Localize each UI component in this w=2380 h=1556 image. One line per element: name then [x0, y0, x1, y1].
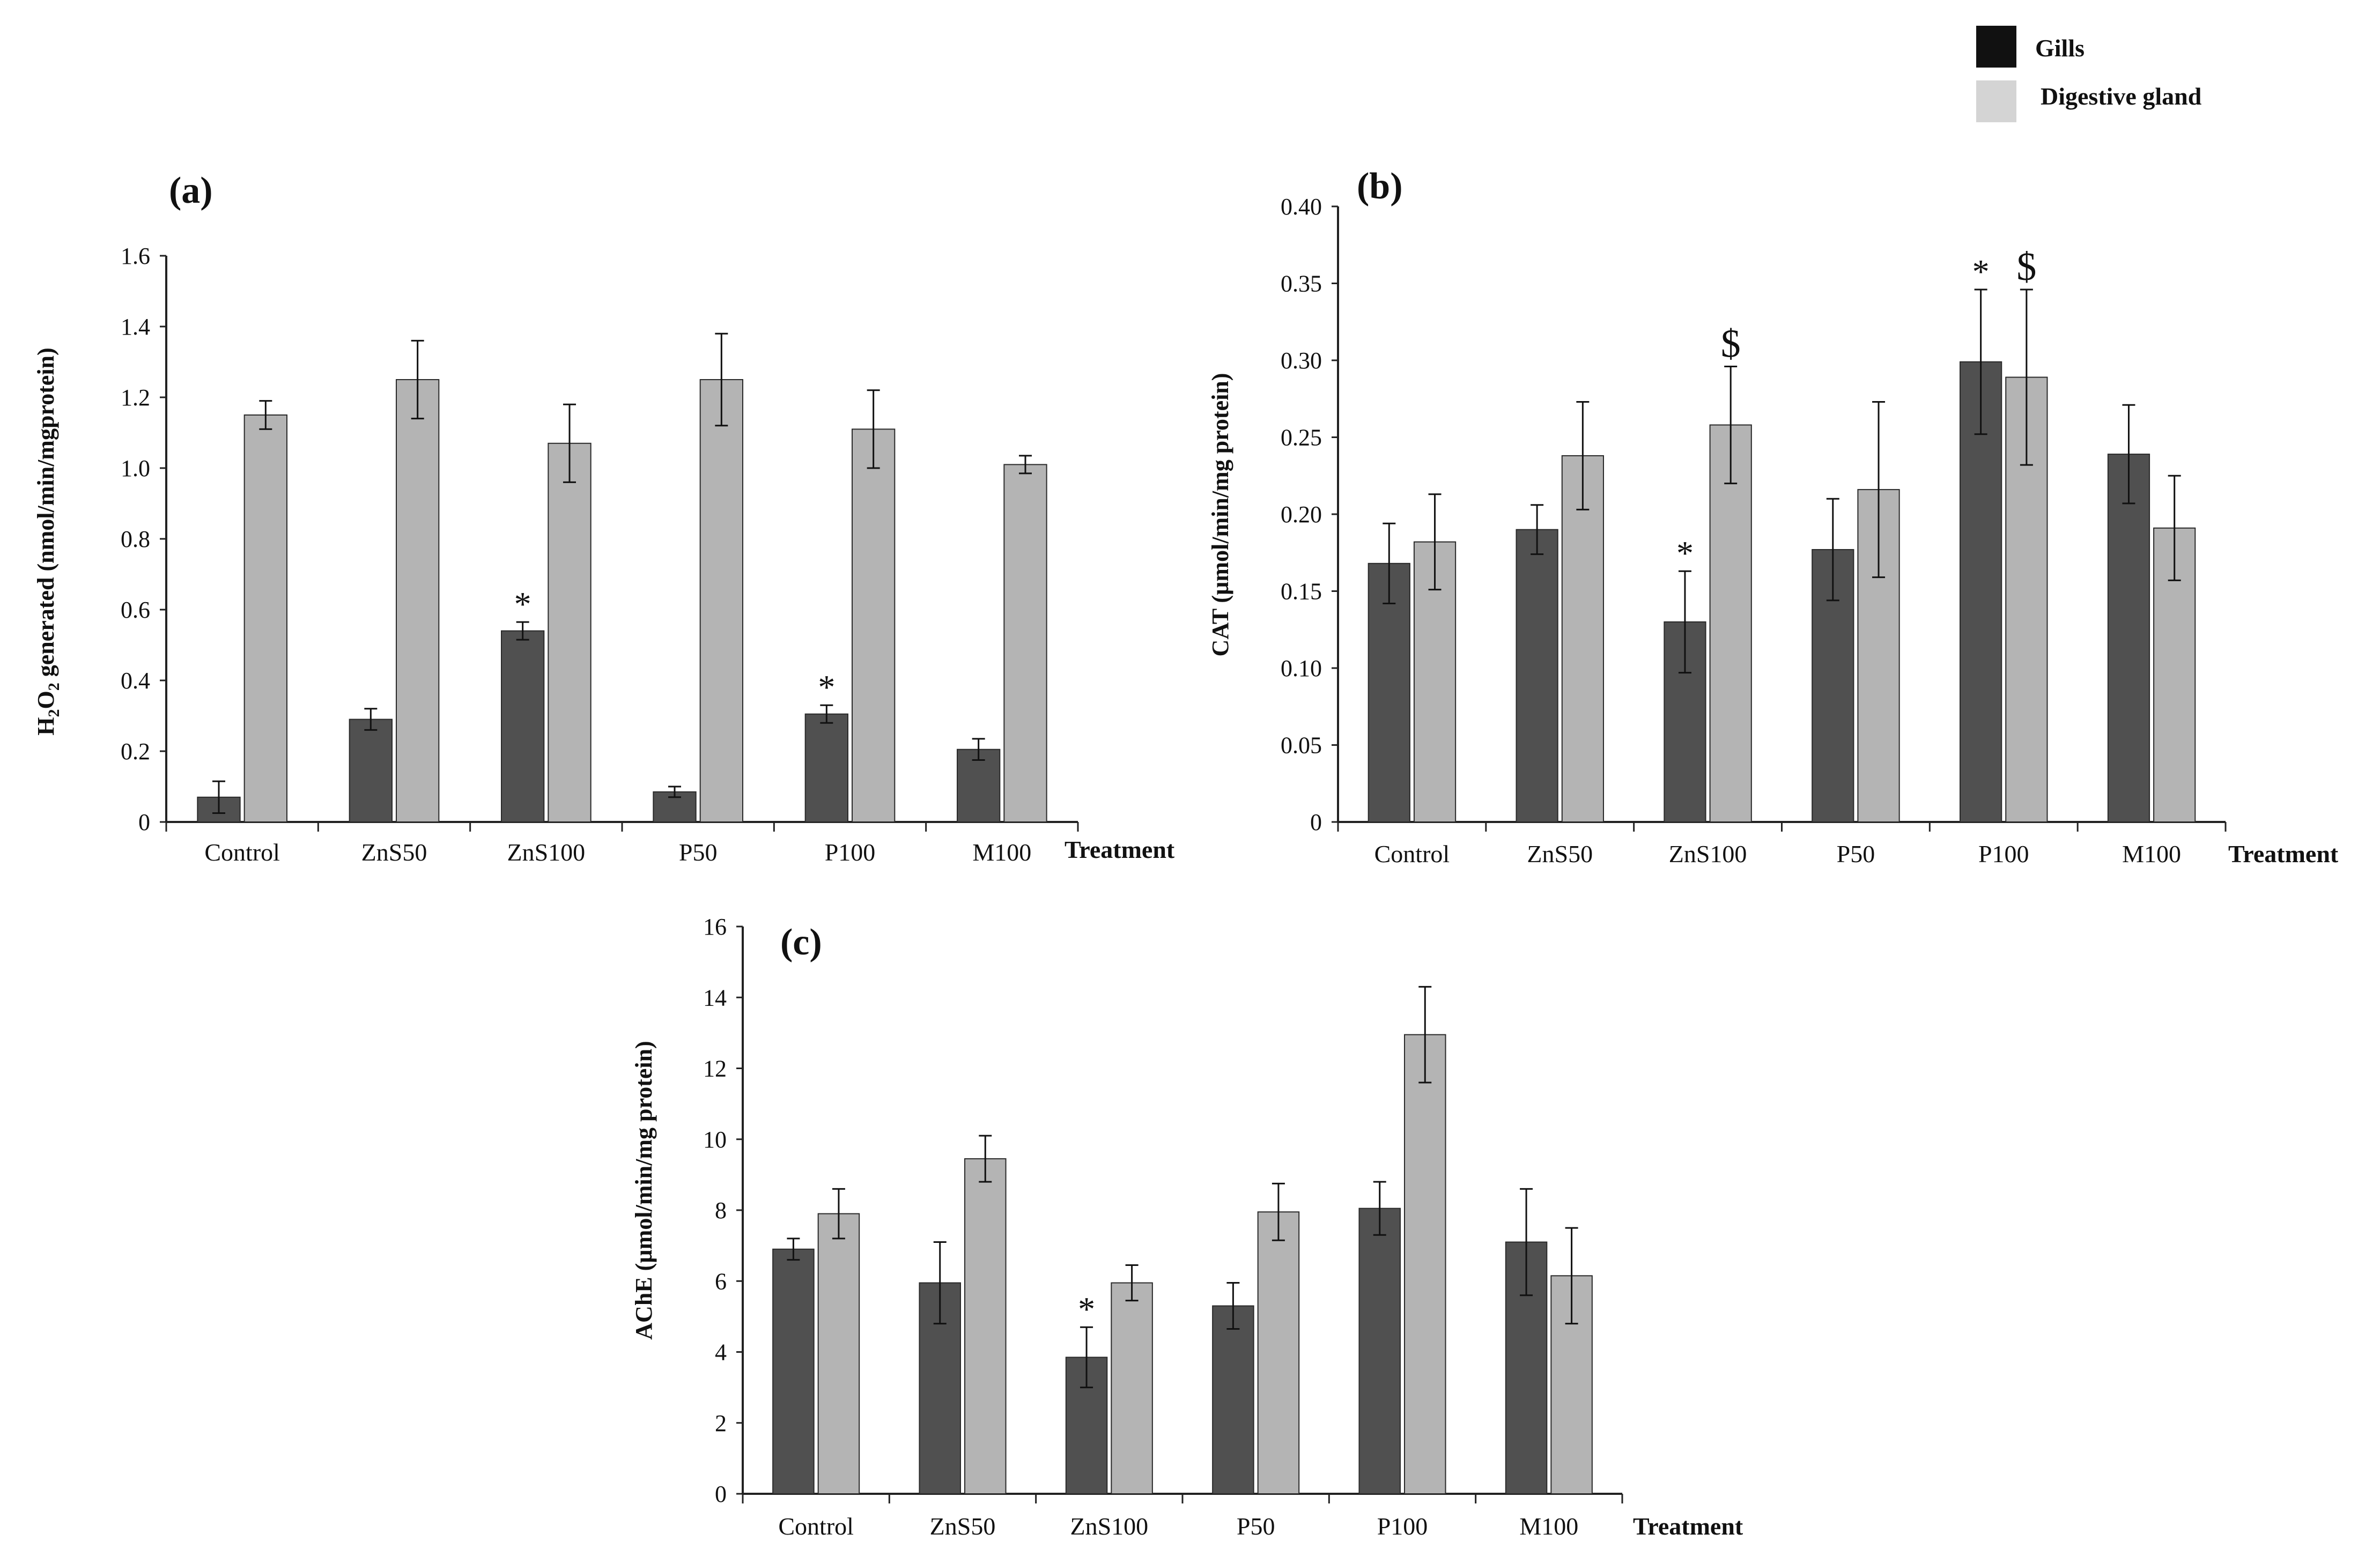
x-tick-label-c: P50 [1237, 1513, 1275, 1540]
bar-digestive-gland-a [852, 428, 896, 823]
y-tick-label-b: 0.05 [1281, 732, 1322, 759]
legend-label-digestive-gland: Digestive gland [2041, 83, 2202, 110]
legend-label-gills: Gills [2035, 34, 2085, 62]
x-tick-label-c: M100 [1519, 1513, 1578, 1540]
y-tick-label-a: 0.6 [121, 597, 150, 623]
x-tick-label-a: P50 [679, 839, 718, 866]
significance-marker-b: * [1972, 253, 1990, 291]
chart-panel-b: (b) CAT (µmol/min/mg protein) Treatment … [1207, 166, 2339, 868]
y-tick-label-c: 12 [703, 1056, 727, 1082]
chart-panel-c: (c) AChE (µmol/min/mg protein) Treatment… [631, 914, 1743, 1540]
y-tick-label-b: 0.15 [1281, 579, 1322, 605]
x-tick-label-a: ZnS50 [361, 839, 427, 866]
significance-marker-b: * [1676, 534, 1694, 572]
y-tick-label-c: 6 [715, 1268, 727, 1294]
bar-digestive-gland-c [1257, 1211, 1300, 1494]
x-tick-label-b: P50 [1837, 840, 1875, 868]
y-tick-label-b: 0.20 [1281, 501, 1322, 528]
x-tick-label-a: P100 [825, 839, 876, 866]
significance-marker-b: $ [1721, 322, 1741, 366]
x-tick-label-b: ZnS50 [1527, 840, 1593, 868]
x-tick-label-c: ZnS50 [930, 1513, 996, 1540]
bar-digestive-gland-b [1709, 424, 1752, 823]
legend-swatch-digestive-gland [1976, 80, 2016, 122]
significance-marker-c: * [1078, 1290, 1095, 1328]
y-tick-label-a: 1.2 [121, 384, 150, 411]
bar-digestive-gland-a [699, 379, 743, 823]
y-tick-label-b: 0.25 [1281, 425, 1322, 451]
bar-digestive-gland-a [1003, 464, 1047, 823]
bar-gills-c [772, 1248, 815, 1495]
y-tick-label-c: 16 [703, 914, 727, 940]
y-axis-title-c: AChE (µmol/min/mg protein) [631, 1041, 657, 1339]
y-tick-label-b: 0 [1310, 809, 1322, 835]
x-tick-label-b: M100 [2122, 840, 2181, 868]
significance-marker-a: * [818, 668, 835, 706]
y-tick-label-a: 0.4 [121, 668, 150, 694]
y-tick-label-a: 1.6 [121, 243, 150, 269]
bar-digestive-gland-b [1561, 455, 1604, 823]
bar-digestive-gland-c [1111, 1282, 1153, 1494]
bar-digestive-gland-c [964, 1158, 1007, 1494]
y-tick-label-a: 0.2 [121, 738, 150, 765]
y-tick-label-a: 1.4 [121, 314, 150, 340]
x-tick-label-a: Control [204, 839, 280, 866]
x-tick-label-c: Control [778, 1513, 854, 1540]
x-tick-label-a: ZnS100 [507, 839, 585, 866]
bar-digestive-gland-a [396, 379, 440, 823]
panel-label-c: (c) [780, 922, 822, 963]
bar-digestive-gland-a [243, 414, 287, 823]
bar-digestive-gland-a [548, 442, 592, 823]
bar-gills-a [957, 749, 1001, 823]
y-tick-label-c: 8 [715, 1197, 727, 1224]
bar-digestive-gland-c [1404, 1034, 1446, 1494]
significance-marker-b: $ [2016, 245, 2036, 289]
y-tick-label-c: 10 [703, 1127, 727, 1153]
y-tick-label-c: 4 [715, 1339, 727, 1366]
legend: Gills Digestive gland [1976, 26, 2202, 122]
bar-gills-b [2107, 454, 2150, 823]
y-tick-label-b: 0.35 [1281, 271, 1322, 297]
x-tick-label-b: Control [1374, 840, 1450, 868]
y-tick-label-a: 1.0 [121, 455, 150, 481]
x-tick-label-b: ZnS100 [1669, 840, 1747, 868]
panel-label-a: (a) [169, 170, 213, 211]
bar-gills-b [1516, 529, 1558, 823]
y-tick-label-c: 14 [703, 984, 727, 1011]
y-tick-label-c: 2 [715, 1410, 727, 1436]
bar-gills-c [1212, 1305, 1254, 1495]
x-tick-label-c: P100 [1377, 1513, 1428, 1540]
y-tick-label-b: 0.40 [1281, 194, 1322, 220]
x-axis-title-c: Treatment [1633, 1513, 1743, 1540]
bar-gills-a [501, 630, 545, 823]
y-tick-label-b: 0.10 [1281, 655, 1322, 681]
bar-gills-c [1358, 1207, 1401, 1495]
legend-swatch-gills [1976, 26, 2016, 68]
y-tick-label-b: 0.30 [1281, 347, 1322, 374]
bar-gills-b [1368, 562, 1410, 823]
y-tick-label-a: 0.8 [121, 526, 150, 552]
chart-panel-a: (a) H2O2 generated (nmol/min/mgprotein) … [33, 170, 1175, 866]
y-tick-label-a: 0 [138, 809, 150, 835]
x-tick-label-c: ZnS100 [1070, 1513, 1148, 1540]
y-axis-title-a: H2O2 generated (nmol/min/mgprotein) [33, 347, 63, 735]
bar-gills-c [1065, 1357, 1108, 1494]
bar-gills-a [804, 713, 848, 823]
significance-marker-a: * [514, 585, 531, 623]
x-tick-label-a: M100 [972, 839, 1031, 866]
x-axis-title-a: Treatment [1065, 836, 1175, 863]
bar-gills-a [349, 718, 393, 823]
x-axis-title-b: Treatment [2228, 840, 2339, 868]
y-axis-title-b: CAT (µmol/min/mg protein) [1207, 373, 1233, 657]
x-tick-label-b: P100 [1978, 840, 2029, 868]
panel-label-b: (b) [1357, 166, 1403, 207]
bar-gills-b [1960, 361, 2002, 823]
bar-digestive-gland-c [817, 1213, 860, 1495]
y-tick-label-c: 0 [715, 1481, 727, 1507]
